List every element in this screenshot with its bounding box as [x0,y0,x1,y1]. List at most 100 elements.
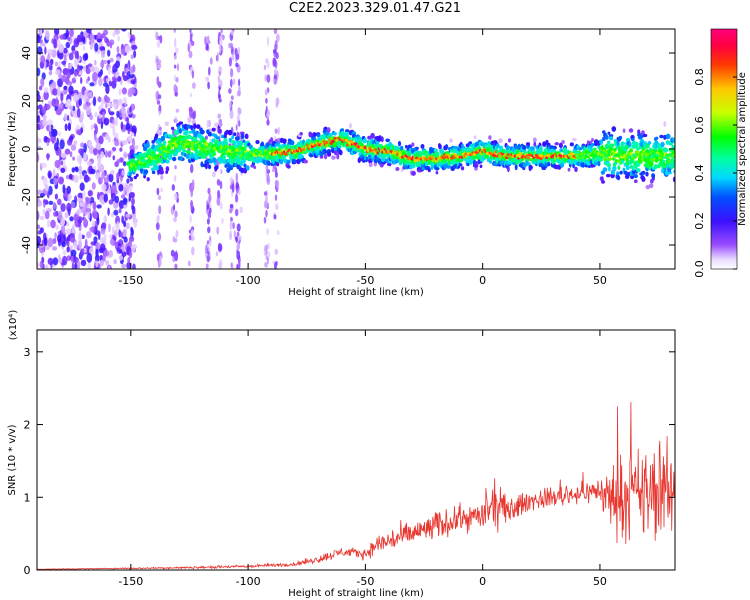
heatmap-cell [108,199,114,205]
heatmap-cell [380,136,384,143]
heatmap-cell [193,123,197,130]
heatmap-cell [276,33,280,43]
heatmap-cell [333,131,337,136]
heatmap-cell [57,39,61,50]
heatmap-cell [86,252,93,263]
heatmap-cell [103,117,110,126]
heatmap-cell [48,200,54,205]
heatmap-cell [221,154,226,161]
heatmap-cell [104,150,108,158]
heatmap-cell [83,142,87,153]
heatmap-cell [113,259,117,265]
heatmap-cell [230,216,233,223]
heatmap-cell [173,175,177,182]
heatmap-cell [69,135,74,141]
heatmap-cell [99,46,105,51]
heatmap-cell [614,159,619,163]
heatmap-cell [64,123,68,132]
heatmap-cell [156,154,160,158]
heatmap-cell [178,121,183,125]
heatmap-cell [90,65,95,73]
heatmap-cell [299,132,303,136]
heatmap-cell [517,143,521,150]
heatmap-cell [191,246,195,256]
heatmap-cell [265,164,269,172]
heatmap-cell [242,139,246,143]
heatmap-cell [109,238,115,246]
heatmap-cell [339,149,343,156]
heatmap-cell [232,78,236,85]
heatmap-cell [184,131,188,136]
heatmap-cell [61,241,66,248]
heatmap-cell [61,255,68,266]
heatmap-cell [608,166,611,172]
heatmap-cell [215,251,219,257]
heatmap-cell [236,223,241,232]
heatmap-cell [235,62,239,68]
colorbar-tick-label: 0.2 [693,212,706,230]
heatmap-cell [78,239,82,250]
heatmap-cell [120,105,125,115]
heatmap-cell [236,250,241,260]
spectrogram-heatmap [37,29,675,269]
heatmap-cell [146,177,150,182]
heatmap-cell [460,166,465,171]
heatmap-cell [606,173,611,178]
heatmap-cell [84,238,88,249]
heatmap-cell [327,151,332,157]
heatmap-cell [103,250,110,257]
heatmap-cell [76,129,82,136]
heatmap-cell [617,165,621,171]
heatmap-cell [58,176,64,185]
y-tick-label: 20 [20,94,33,108]
heatmap-cell [190,200,194,211]
heatmap-cell [228,57,232,67]
heatmap-cell [238,86,241,91]
heatmap-cell [108,173,114,183]
x-tick-label: -50 [356,575,374,588]
heatmap-cell [60,203,66,212]
heatmap-cell [160,187,163,193]
heatmap-cell [427,167,431,173]
heatmap-cell [112,155,116,161]
heatmap-cell [60,160,64,166]
heatmap-cell [38,85,43,91]
heatmap-cell [145,142,150,149]
heatmap-cell [411,142,415,147]
heatmap-cell [188,135,193,140]
heatmap-cell [74,262,78,269]
heatmap-cell [60,225,66,234]
heatmap-cell [133,220,137,228]
heatmap-cell [274,194,278,201]
heatmap-cell [215,136,221,140]
heatmap-cell [245,165,250,171]
heatmap-cell [39,261,43,269]
heatmap-cell [131,113,136,119]
heatmap-cell [552,145,557,150]
heatmap-cell [131,197,135,206]
heatmap-cell [157,195,162,201]
heatmap-cell [171,126,175,130]
heatmap-cell [216,52,219,62]
heatmap-cell [49,58,54,66]
y-tick-label: -40 [20,236,33,254]
heatmap-cell [151,140,155,144]
heatmap-cell [572,137,577,142]
heatmap-cell [229,109,234,120]
heatmap-cell [227,129,233,136]
heatmap-cell [116,221,120,230]
heatmap-cell [112,99,119,104]
x-tick-label: -100 [236,274,261,287]
heatmap-cell [66,246,70,253]
heatmap-cell [196,124,201,129]
heatmap-cell [193,110,197,119]
heatmap-cell [159,257,162,267]
heatmap-cell [275,203,279,211]
heatmap-cell [217,75,221,83]
heatmap-cell [103,215,108,223]
heatmap-cell [276,230,280,236]
heatmap-cell [286,159,291,164]
heatmap-cell [86,231,92,239]
heatmap-cell [267,160,271,166]
heatmap-cell [64,211,69,219]
